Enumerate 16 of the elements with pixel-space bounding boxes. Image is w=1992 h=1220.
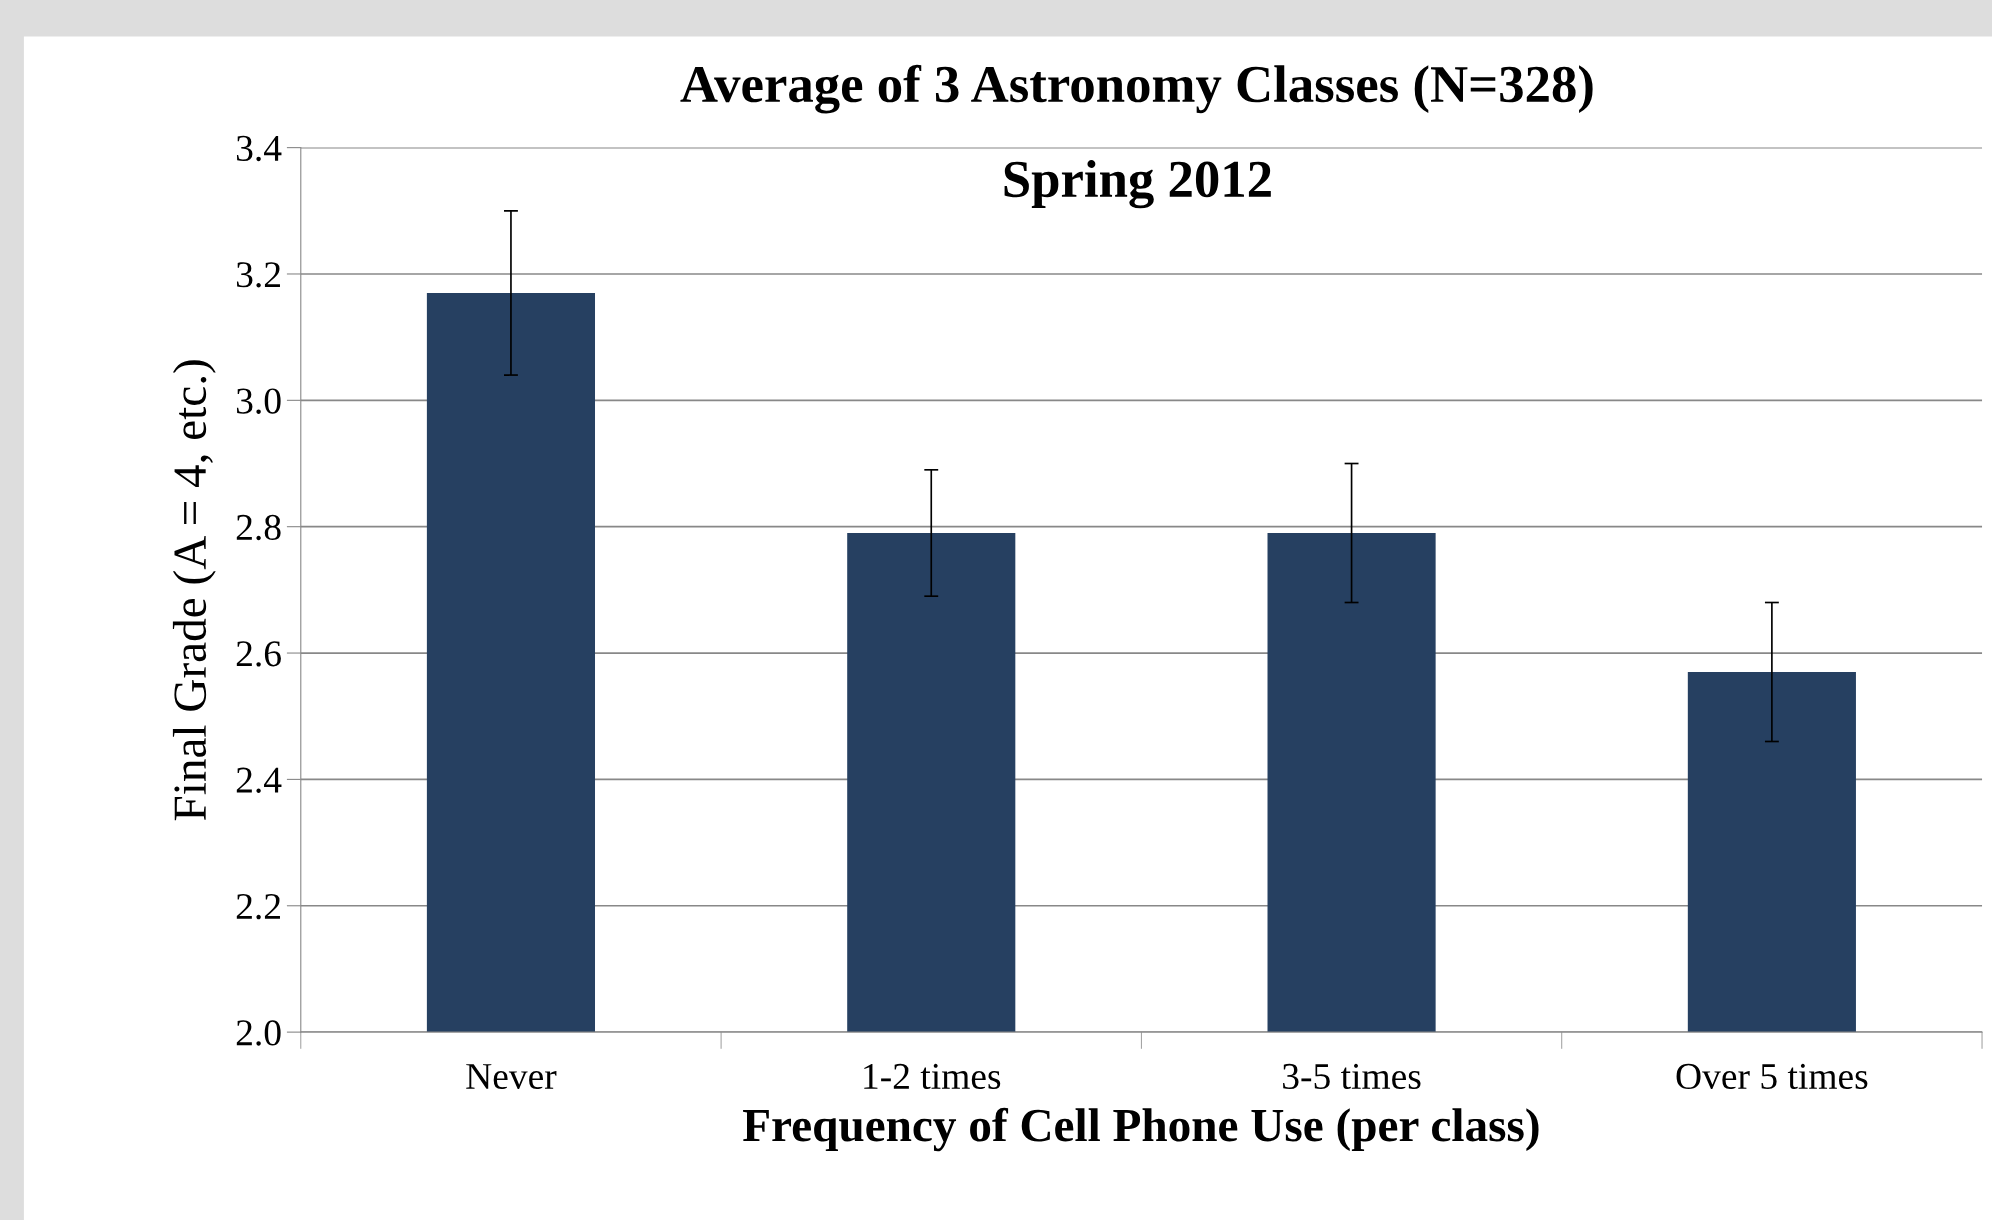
y-tick-label: 2.4 xyxy=(236,767,282,793)
x-tick-label: 3-5 times xyxy=(1283,1063,1421,1090)
chart-subtitle: Spring 2012 xyxy=(1004,160,1271,209)
x-tick-label: Never xyxy=(466,1064,557,1090)
y-tick-label: 3.4 xyxy=(236,135,282,162)
x-axis-title: Frequency of Cell Phone Use (per class) xyxy=(743,1107,1539,1152)
y-tick-label: 3.0 xyxy=(236,388,281,414)
chart-title: Average of 3 Astronomy Classes (N=328) xyxy=(680,64,1593,114)
x-tick-label: Over 5 times xyxy=(1676,1063,1868,1090)
y-tick-label: 2.6 xyxy=(236,641,281,667)
y-tick-label: 2.2 xyxy=(236,893,280,920)
y-tick-label: 2.8 xyxy=(236,514,281,541)
y-tick-label: 2.0 xyxy=(236,1020,281,1046)
y-tick-label: 3.2 xyxy=(236,262,280,288)
x-tick-label: 1-2 times xyxy=(864,1063,1001,1090)
y-axis-title: Final Grade (A = 4, etc.) xyxy=(172,360,216,821)
